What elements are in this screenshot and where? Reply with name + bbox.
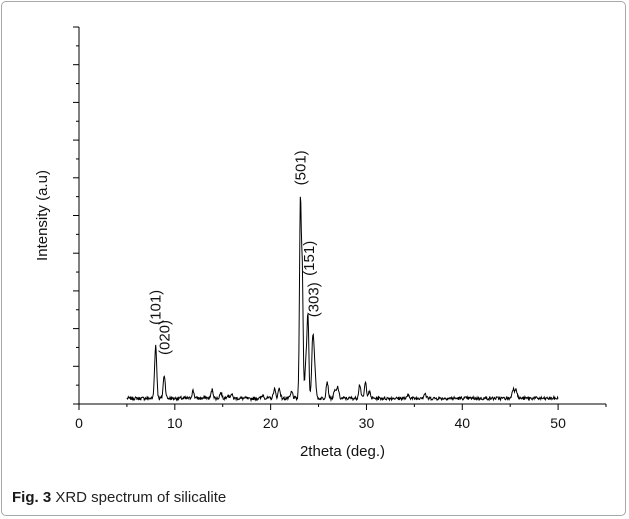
xrd-chart: 0 10 20 30 40 50 (101)(020) (501) (151) (303) 2t… [34, 26, 607, 460]
x-tick-label: 0 [75, 415, 83, 431]
x-tick-label: 30 [359, 415, 375, 431]
x-tick-label: 20 [263, 415, 279, 431]
peak-label: (020) [156, 320, 173, 355]
peak-label: (303) [306, 282, 323, 317]
x-ticks: 0 10 20 30 40 50 [75, 404, 607, 431]
x-tick-label: 50 [550, 415, 566, 431]
peak-label: (501) [292, 150, 309, 185]
peak-labels: (101)(020) (501) (151) (303) [148, 150, 323, 355]
xrd-spectrum-line [126, 196, 559, 403]
x-tick-label: 10 [167, 415, 183, 431]
y-axis-title: Intensity (a.u) [34, 170, 51, 261]
figure-caption-text: XRD spectrum of silicalite [55, 489, 227, 506]
figure-caption: Fig. 3 XRD spectrum of silicalite [12, 489, 226, 506]
y-ticks [73, 26, 79, 405]
peak-label: (101) [148, 290, 165, 325]
x-tick-label: 40 [454, 415, 470, 431]
axes: 0 10 20 30 40 50 [73, 26, 607, 431]
figure-label: Fig. 3 [12, 489, 52, 506]
x-axis-title: 2theta (deg.) [300, 443, 385, 460]
peak-label: (151) [301, 241, 318, 276]
